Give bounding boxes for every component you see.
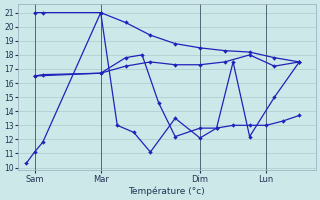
X-axis label: Température (°c): Température (°c) <box>129 186 205 196</box>
